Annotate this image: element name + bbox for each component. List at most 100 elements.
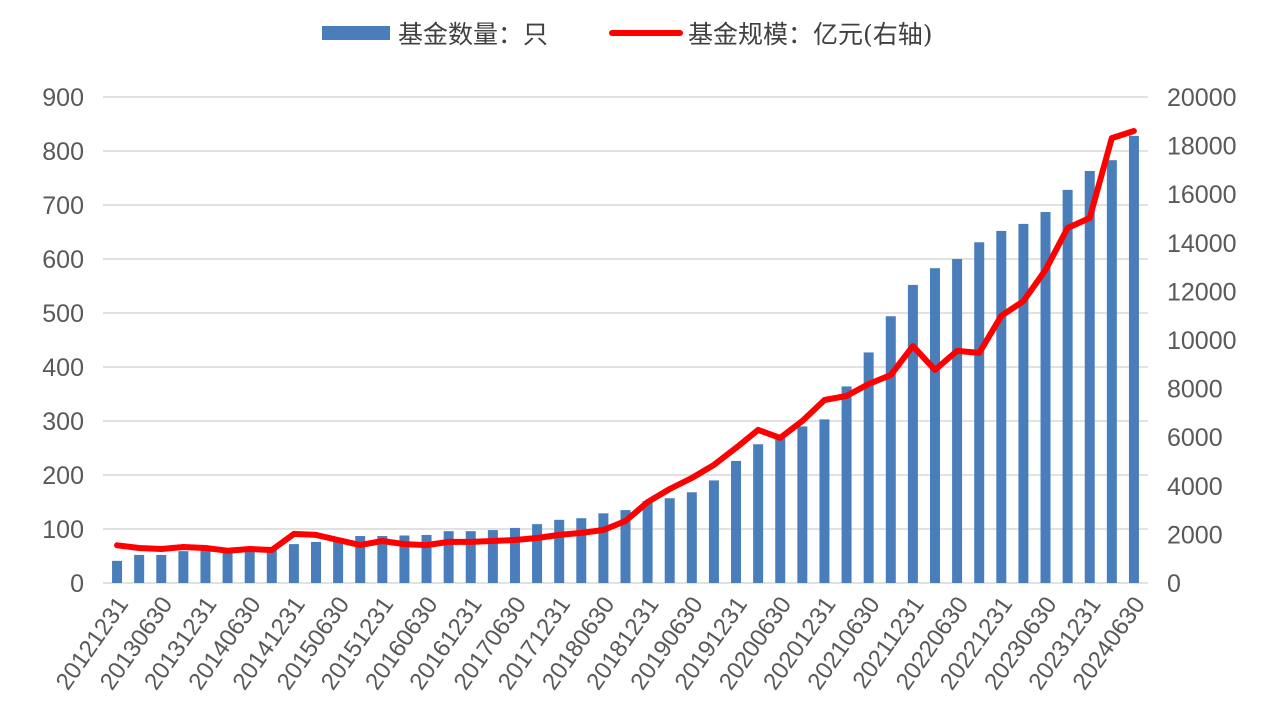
line-point bbox=[180, 544, 186, 550]
y-right-tick-label: 0 bbox=[1167, 570, 1181, 598]
bar bbox=[642, 500, 653, 583]
bar bbox=[311, 541, 322, 583]
x-axis: 2012123120130630201312312014063020141231… bbox=[51, 592, 1151, 695]
y-right-tick-label: 16000 bbox=[1167, 181, 1237, 209]
line-point bbox=[777, 435, 783, 441]
bar-series bbox=[112, 135, 1139, 584]
line-point bbox=[1065, 225, 1071, 231]
line-point bbox=[910, 343, 916, 349]
y-left-tick-label: 700 bbox=[42, 192, 84, 220]
line-point bbox=[114, 542, 120, 548]
bar bbox=[996, 230, 1007, 584]
line-point bbox=[424, 542, 430, 548]
bar bbox=[1062, 189, 1073, 583]
bar bbox=[266, 548, 277, 583]
line-point bbox=[821, 397, 827, 403]
line-point bbox=[291, 531, 297, 537]
y-left-tick-label: 500 bbox=[42, 300, 84, 328]
bar bbox=[775, 435, 786, 583]
y-right-tick-label: 20000 bbox=[1167, 84, 1237, 112]
line-point bbox=[755, 427, 761, 433]
bar bbox=[443, 531, 454, 583]
legend-label-line: 基金规模：亿元(右轴) bbox=[688, 20, 933, 49]
bar bbox=[620, 510, 631, 583]
y-right-tick-label: 2000 bbox=[1167, 521, 1223, 549]
line-point bbox=[689, 475, 695, 481]
line-point bbox=[888, 372, 894, 378]
line-point bbox=[446, 539, 452, 545]
y-left-tick-label: 800 bbox=[42, 138, 84, 166]
line-point bbox=[623, 518, 628, 524]
line-point bbox=[711, 462, 717, 468]
bar bbox=[753, 444, 764, 583]
y-left-tick-label: 900 bbox=[42, 84, 84, 112]
line-point bbox=[1131, 128, 1137, 134]
bar bbox=[200, 550, 211, 583]
line-point bbox=[490, 538, 496, 544]
line-point bbox=[976, 350, 982, 356]
line-point bbox=[1020, 298, 1026, 304]
bar bbox=[222, 551, 233, 583]
y-right-tick-label: 18000 bbox=[1167, 133, 1237, 161]
bar bbox=[664, 498, 675, 583]
line-point bbox=[401, 541, 407, 547]
bar bbox=[841, 386, 852, 583]
line-point bbox=[202, 545, 208, 551]
line-point bbox=[313, 532, 319, 538]
line-point bbox=[600, 527, 606, 533]
bar bbox=[731, 460, 742, 583]
bar bbox=[421, 534, 432, 583]
bar bbox=[554, 519, 565, 583]
line-point bbox=[667, 486, 673, 492]
line-point bbox=[645, 499, 651, 505]
line-point bbox=[1043, 267, 1049, 273]
line-point bbox=[866, 381, 872, 387]
line-point bbox=[136, 545, 142, 551]
line-point bbox=[512, 537, 518, 543]
bar bbox=[576, 518, 587, 583]
bar bbox=[885, 316, 896, 583]
bar bbox=[1084, 170, 1095, 584]
line-point bbox=[468, 539, 474, 545]
line-point bbox=[357, 542, 363, 548]
line-point bbox=[269, 547, 275, 553]
line-point bbox=[247, 546, 253, 552]
line-point bbox=[799, 418, 805, 424]
line-point bbox=[733, 445, 739, 451]
line-point bbox=[1087, 215, 1093, 221]
bar bbox=[686, 492, 697, 583]
line-point bbox=[379, 538, 385, 544]
y-right-tick-label: 12000 bbox=[1167, 278, 1237, 306]
line-point bbox=[578, 530, 584, 536]
line-point bbox=[556, 532, 562, 538]
bar bbox=[134, 554, 145, 583]
bar bbox=[974, 242, 985, 583]
y-right-axis: 0 2000 4000 6000 8000 10000 12000 14000 16000 180… bbox=[1167, 84, 1237, 598]
bar bbox=[708, 480, 719, 583]
line-point bbox=[225, 548, 231, 554]
bar bbox=[355, 536, 366, 583]
bar bbox=[598, 513, 609, 583]
y-left-axis: 0 100 200 300 400 500 600 700 800 900 bbox=[42, 84, 84, 598]
y-left-tick-label: 0 bbox=[70, 570, 84, 598]
line-point bbox=[1109, 135, 1115, 141]
bar bbox=[1128, 135, 1139, 583]
bar bbox=[288, 544, 299, 583]
bar bbox=[244, 549, 255, 583]
bar bbox=[1040, 212, 1051, 583]
line-point bbox=[534, 535, 540, 541]
y-left-tick-label: 400 bbox=[42, 354, 84, 382]
bar bbox=[399, 535, 410, 583]
line-point bbox=[954, 348, 960, 354]
y-right-tick-label: 6000 bbox=[1167, 424, 1223, 452]
bar bbox=[509, 527, 520, 583]
bar bbox=[333, 539, 344, 583]
bar bbox=[819, 419, 830, 583]
line-point bbox=[932, 367, 938, 373]
bar bbox=[797, 426, 808, 583]
bar bbox=[952, 259, 963, 583]
bar bbox=[1018, 223, 1029, 583]
y-left-tick-label: 600 bbox=[42, 246, 84, 274]
bar bbox=[487, 530, 498, 583]
